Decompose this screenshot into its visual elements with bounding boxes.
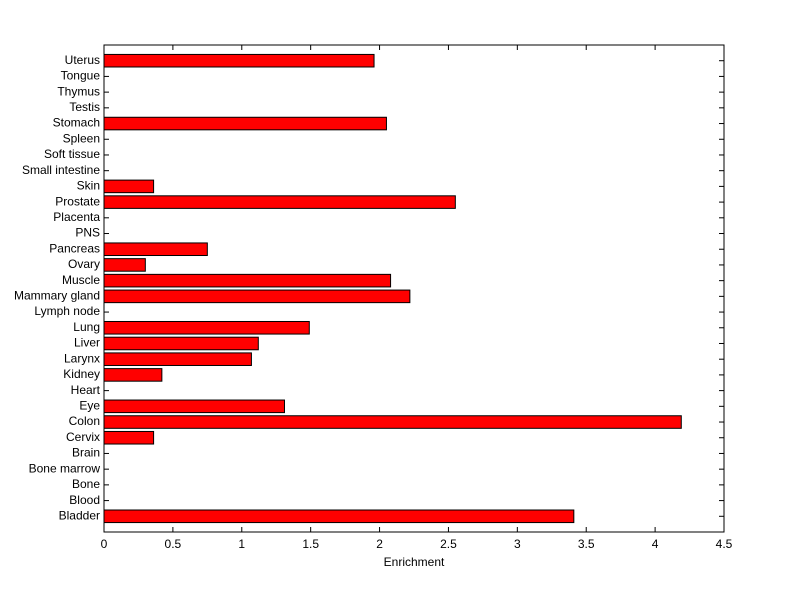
bar [103,368,163,382]
bar [103,289,411,304]
y-tick-label: Cervix [66,430,100,444]
bar [103,273,392,288]
y-tick-label: Soft tissue [44,147,100,161]
y-tick-label: PNS [75,226,100,240]
bar [103,336,259,351]
x-tick-label: 0 [101,537,108,551]
y-tick-label: Placenta [53,210,100,224]
x-tick-label: 1 [238,537,245,551]
y-tick-label: Lymph node [34,304,100,318]
bar [103,399,285,414]
y-tick-label: Mammary gland [14,289,100,303]
y-tick-label: Liver [74,336,100,350]
x-tick-label: 1.5 [302,537,319,551]
plot-frame [103,44,725,533]
bar [103,415,682,429]
bar [103,179,155,194]
bar [103,352,252,366]
y-tick-label: Prostate [55,194,100,208]
x-tick-label: 4 [652,537,659,551]
x-axis-label: Enrichment [384,555,445,569]
y-tick-label: Uterus [65,53,100,67]
x-tick-label: 4.5 [716,537,733,551]
bar [103,509,575,524]
y-tick-label: Testis [69,100,100,114]
y-tick-label: Eye [79,398,100,412]
y-tick-label: Heart [71,383,101,397]
y-tick-label: Bladder [59,508,100,522]
y-tick-label: Kidney [63,367,100,381]
y-tick-label: Brain [72,446,100,460]
bar [103,116,387,131]
x-tick-label: 3 [514,537,521,551]
x-tick-label: 3.5 [578,537,595,551]
y-tick-label: Stomach [53,116,100,130]
x-tick-label: 2.5 [440,537,457,551]
y-tick-label: Tongue [61,69,101,83]
y-tick-label: Skin [77,179,100,193]
y-tick-label: Muscle [62,273,100,287]
y-tick-label: Colon [69,414,100,428]
y-tick-label: Lung [73,320,100,334]
bar [103,430,155,445]
y-tick-label: Bone [72,477,100,491]
y-tick-label: Pancreas [49,241,100,255]
bar [103,195,456,209]
y-tick-label: Small intestine [22,163,100,177]
y-tick-label: Blood [69,493,100,507]
bar [103,53,375,68]
y-tick-label: Larynx [64,351,100,365]
bar [103,242,208,257]
bar [103,258,146,272]
bar [103,320,310,335]
y-tick-label: Ovary [68,257,100,271]
x-tick-label: 2 [376,537,383,551]
y-tick-label: Bone marrow [29,461,101,475]
x-tick-label: 0.5 [165,537,182,551]
y-tick-label: Thymus [57,84,100,98]
y-tick-label: Spleen [63,131,100,145]
